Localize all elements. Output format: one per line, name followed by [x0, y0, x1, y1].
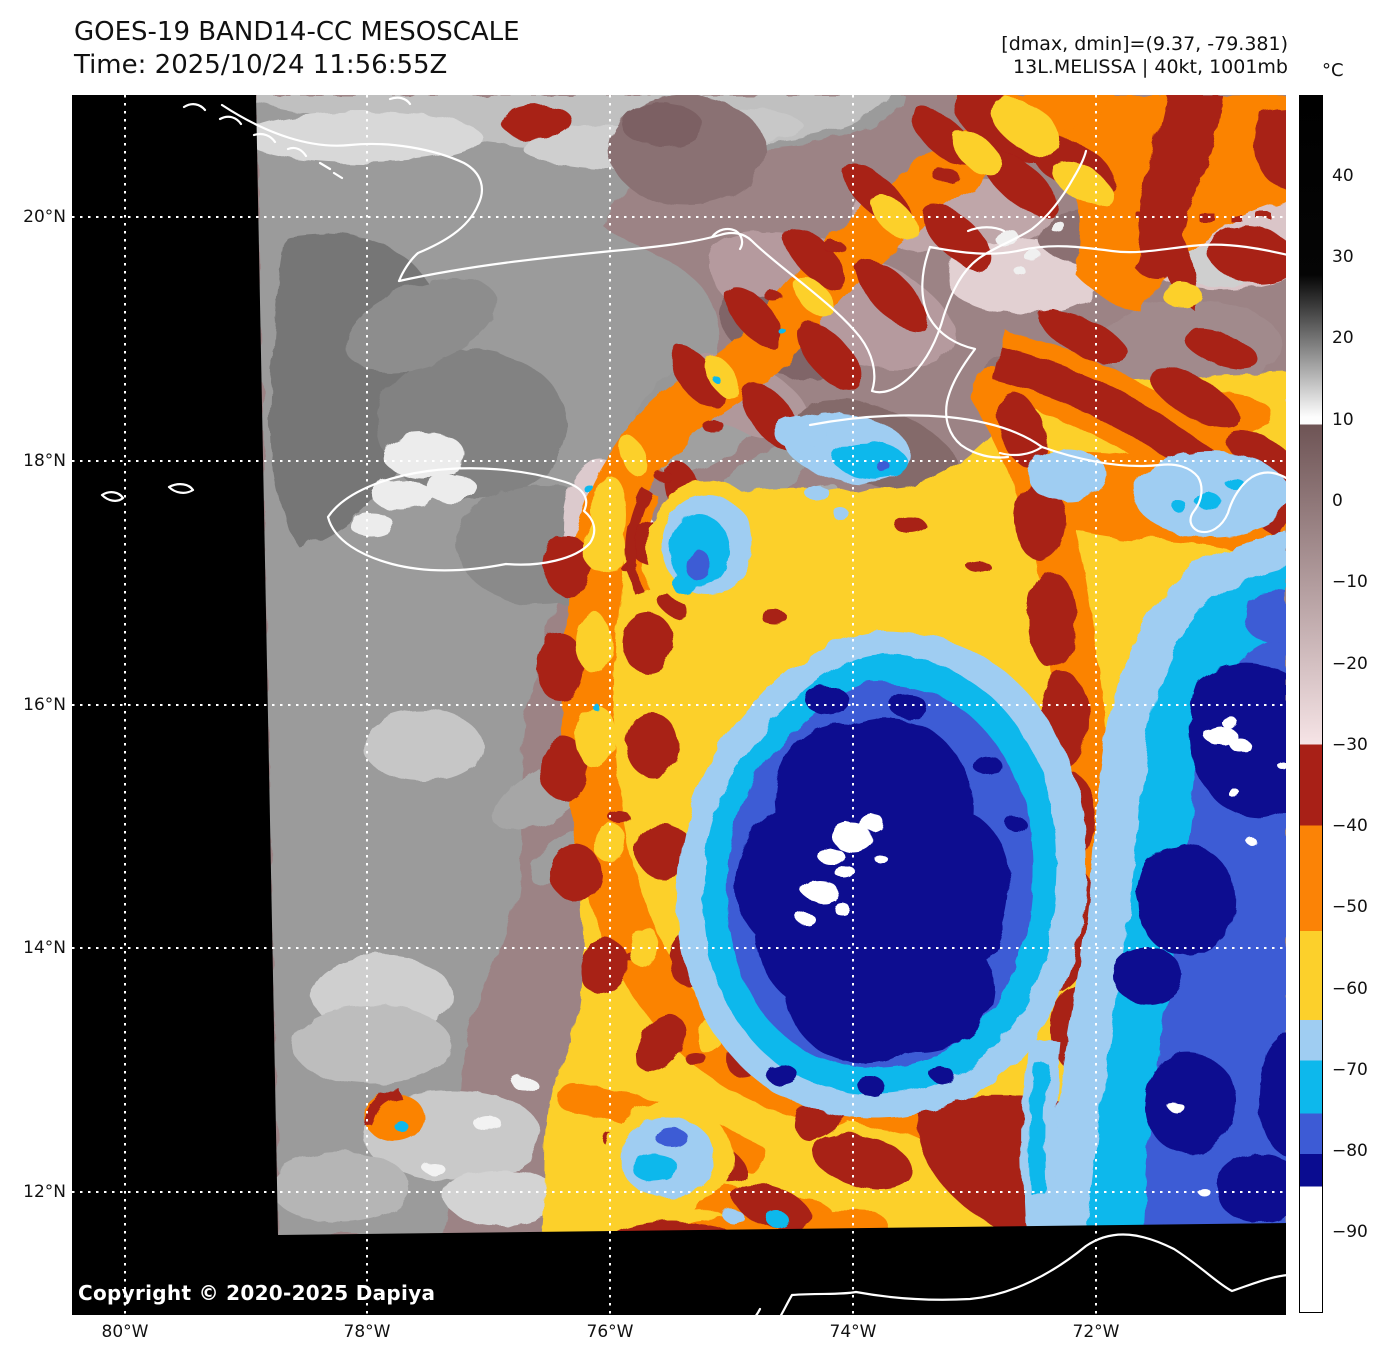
- page-title: GOES-19 BAND14-CC MESOSCALE: [74, 17, 520, 47]
- colorbar-tick: −30: [1332, 735, 1368, 755]
- lat-label: 12°N: [23, 1182, 66, 1202]
- coastline-south-america: [755, 1233, 1288, 1315]
- imagery: [256, 95, 1288, 1235]
- coastline-hispaniola-north: [928, 243, 1288, 257]
- colorbar-tick: −40: [1332, 816, 1368, 836]
- title-block: GOES-19 BAND14-CC MESOSCALE Time: 2025/1…: [74, 16, 520, 82]
- info-block: [dmax, dmin]=(9.37, -79.381) 13L.MELISSA…: [1001, 33, 1288, 79]
- lon-label: 76°W: [586, 1322, 634, 1342]
- lat-label: 16°N: [23, 695, 66, 715]
- coastline-tortuga: [966, 226, 1006, 233]
- colorbar-unit: °C: [1322, 60, 1344, 81]
- colorbar-tick: −20: [1332, 654, 1368, 674]
- colorbar-tick: −50: [1332, 897, 1368, 917]
- colorbar-tick: 0: [1332, 491, 1343, 511]
- colorbar-tick: 20: [1332, 328, 1354, 348]
- colorbar-tick: −60: [1332, 979, 1368, 999]
- coastline-cuba-bay: [710, 227, 744, 251]
- colorbar-tick: −90: [1332, 1222, 1368, 1242]
- timestamp: Time: 2025/10/24 11:56:55Z: [74, 50, 448, 80]
- colorbar: [1299, 95, 1323, 1313]
- lon-label: 74°W: [829, 1322, 877, 1342]
- copyright-notice: Copyright © 2020-2025 Dapiya: [78, 1281, 436, 1305]
- coastline-cuba-cays: [182, 96, 412, 180]
- coastline-cayman-islands: [100, 483, 195, 502]
- storm-status: 13L.MELISSA | 40kt, 1001mb: [1013, 56, 1288, 78]
- lon-label: 72°W: [1072, 1322, 1120, 1342]
- coastline-cuba-south: [397, 149, 1088, 394]
- lat-label: 14°N: [23, 938, 66, 958]
- lon-label: 80°W: [101, 1322, 149, 1342]
- colorbar-tick: 40: [1332, 166, 1354, 186]
- graticule: [72, 95, 1288, 1315]
- colorbar-tick: −10: [1332, 572, 1368, 592]
- coastline-dr-south: [1040, 445, 1288, 534]
- satellite-map: [72, 95, 1288, 1315]
- coastline-haiti-west: [921, 245, 1010, 459]
- coastlines: [100, 96, 1288, 1315]
- dmax-dmin-readout: [dmax, dmin]=(9.37, -79.381): [1001, 33, 1288, 55]
- colorbar-tick: 10: [1332, 410, 1354, 430]
- lat-label: 20°N: [23, 207, 66, 227]
- satellite-image: [72, 95, 1288, 1315]
- coastline-jamaica: [326, 467, 596, 572]
- colorbar-tick: −70: [1332, 1060, 1368, 1080]
- lat-label: 18°N: [23, 451, 66, 471]
- colorbar-tick: −80: [1332, 1141, 1368, 1161]
- colorbar-tick: 30: [1332, 247, 1354, 267]
- lon-label: 78°W: [343, 1322, 391, 1342]
- coastline-tiburon-peninsula: [808, 414, 1044, 457]
- coastline-cuba-west: [220, 103, 483, 283]
